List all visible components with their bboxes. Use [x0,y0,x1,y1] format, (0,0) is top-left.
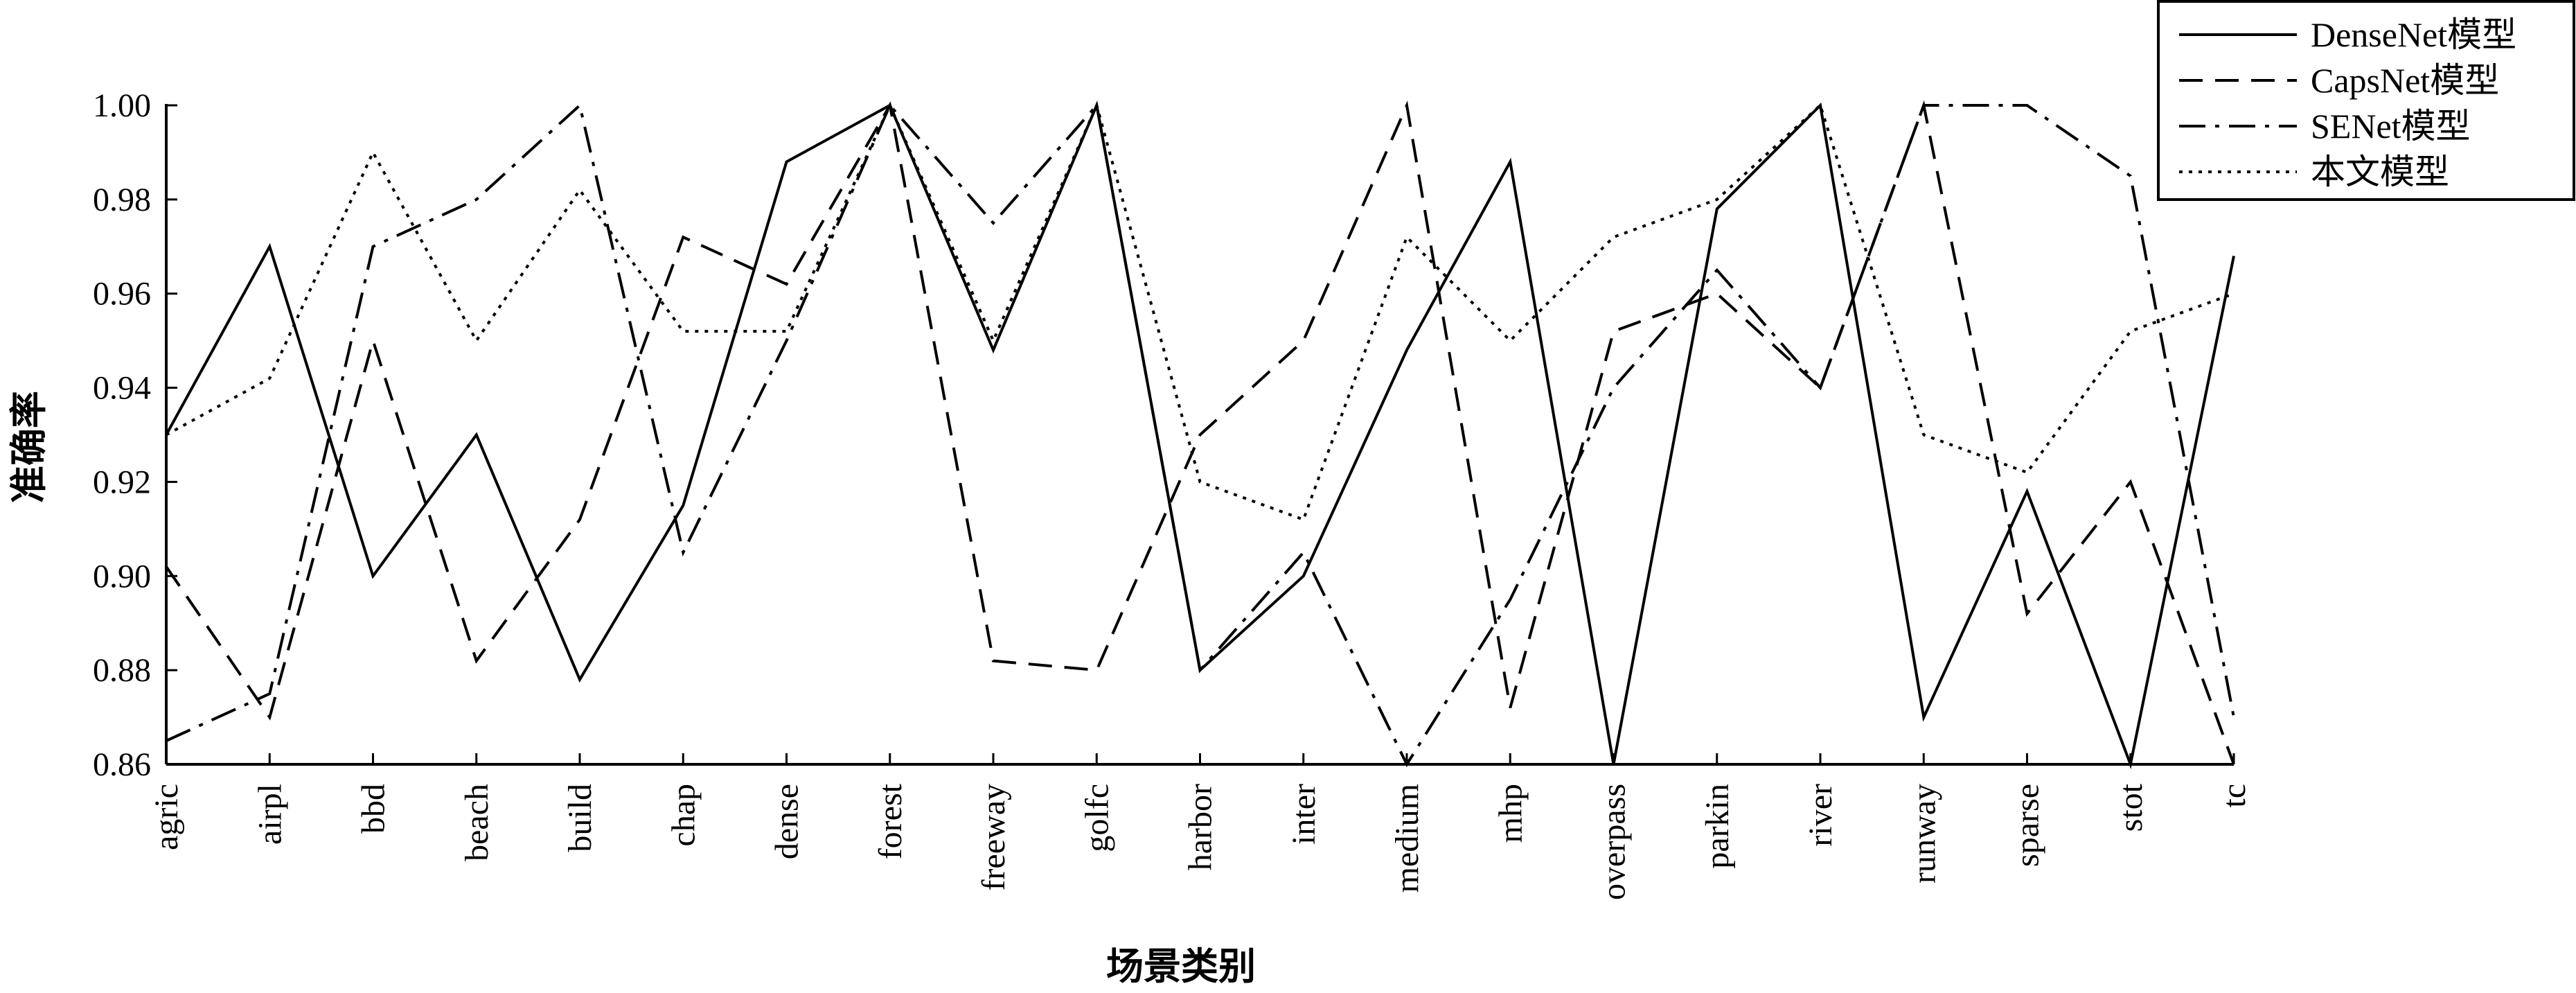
y-tick-label: 0.92 [93,464,151,500]
x-tick-label: medium [1389,784,1425,893]
y-tick-label: 0.96 [93,276,151,313]
x-tick-label: dense [769,784,806,859]
x-tick-label: golfc [1078,784,1115,852]
y-tick-label: 0.86 [93,746,151,783]
axes [165,104,2235,766]
y-tick-label: 0.94 [93,370,151,407]
y-tick-label: 1.00 [93,87,151,124]
x-tick-label: parkin [1699,784,1736,869]
x-tick-label: inter [1286,784,1322,845]
y-tick-label: 0.98 [93,182,151,218]
x-tick-label: forest [872,783,909,859]
x-tick-label: chap [665,784,702,847]
x-tick-label: runway [1906,784,1942,884]
series-lines [165,100,2235,770]
x-tick-label: sparse [2009,784,2046,867]
y-axis-title: 准确率 [8,391,50,503]
legend-label-4: 本文模型 [2311,152,2449,191]
x-tick-label: agric [148,784,185,850]
x-axis-title: 场景类别 [1106,946,1256,987]
series-line-4 [166,101,2235,522]
x-tick-label: airpl [251,784,288,845]
x-tick-label: freeway [975,784,1012,891]
x-tick-label: build [562,784,598,852]
x-tick-label: stot [2113,783,2149,832]
x-tick-label: tc [2216,784,2253,808]
x-tick-label: bbd [355,784,392,834]
x-tick-label: mhp [1492,784,1529,843]
legend-label-1: DenseNet模型 [2311,15,2516,54]
legend-label-2: CapsNet模型 [2311,61,2499,100]
series-line-3 [166,102,2235,768]
x-tick-label: beach [459,784,495,861]
x-tick-label: overpass [1596,784,1633,900]
x-tick-label: river [1802,784,1839,847]
y-tick-label: 0.90 [93,558,151,595]
legend-label-3: SENet模型 [2311,107,2471,146]
x-tick-label: harbor [1182,784,1219,870]
tick-labels: 0.86 0.88 0.90 0.92 0.94 0.96 0.98 1.00 agric air… [93,87,2253,900]
y-tick-label: 0.88 [93,652,151,689]
